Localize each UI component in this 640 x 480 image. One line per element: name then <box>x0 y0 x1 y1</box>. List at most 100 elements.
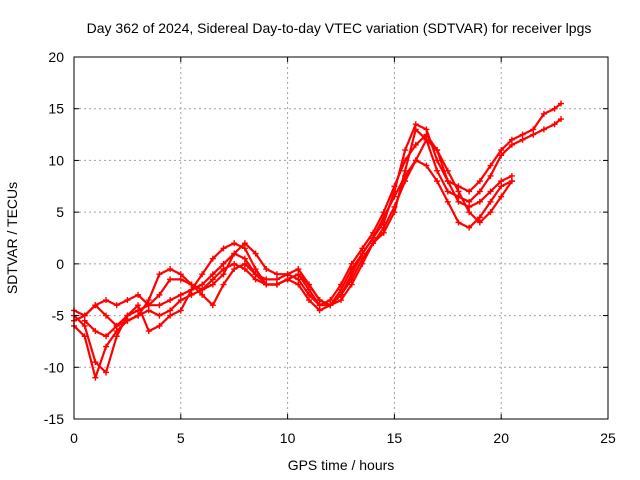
data-point <box>540 110 547 117</box>
data-point <box>316 307 323 314</box>
series-line <box>72 133 513 317</box>
data-point <box>391 203 398 210</box>
data-point <box>558 116 565 123</box>
data-point <box>558 100 565 107</box>
data-point <box>135 291 142 298</box>
data-point <box>188 281 195 288</box>
data-point <box>348 266 355 273</box>
data-point <box>444 198 451 205</box>
axis-ticks: 0 5 10 15 20 25 -15 -10 -5 0 5 10 15 20 <box>44 49 616 446</box>
data-point <box>209 276 216 283</box>
data-point <box>359 260 366 267</box>
data-point <box>316 302 323 309</box>
data-point <box>476 214 483 221</box>
data-point <box>209 255 216 262</box>
data-point <box>220 260 227 267</box>
data-point <box>498 183 505 190</box>
data-point <box>434 167 441 174</box>
data-point <box>156 322 163 329</box>
data-point <box>199 271 206 278</box>
data-point <box>231 260 238 267</box>
data-point <box>551 105 558 112</box>
data-point <box>113 333 120 340</box>
y-tick-label: 20 <box>48 49 64 65</box>
data-point <box>241 266 248 273</box>
data-point <box>434 157 441 164</box>
x-tick-label: 0 <box>70 430 78 446</box>
data-point <box>273 281 280 288</box>
y-tick-label: -15 <box>44 411 64 427</box>
data-point <box>220 271 227 278</box>
data-point <box>412 141 419 148</box>
data-point <box>370 235 377 241</box>
data-point <box>252 266 259 273</box>
data-point <box>209 302 216 309</box>
y-tick-label: 0 <box>56 256 64 272</box>
data-point <box>316 297 323 304</box>
data-point <box>188 286 195 293</box>
data-point <box>295 281 302 288</box>
series-track-4 <box>81 136 515 340</box>
data-point <box>402 167 409 174</box>
data-point <box>103 343 110 350</box>
data-series <box>71 100 565 381</box>
x-tick-label: 20 <box>493 430 509 446</box>
data-point <box>498 152 505 159</box>
data-point <box>124 312 131 319</box>
data-point <box>145 302 152 309</box>
data-point <box>135 312 142 319</box>
data-point <box>103 333 110 340</box>
grid <box>74 57 608 419</box>
data-point <box>508 172 515 179</box>
data-point <box>444 178 451 185</box>
data-point <box>81 312 88 319</box>
data-point <box>305 286 312 293</box>
data-point <box>476 188 483 195</box>
data-point <box>540 126 547 133</box>
y-tick-label: -5 <box>52 308 65 324</box>
data-point <box>519 136 526 143</box>
data-point <box>519 131 526 138</box>
data-point <box>81 317 88 324</box>
data-point <box>295 271 302 278</box>
data-point <box>305 291 312 298</box>
data-point <box>241 260 248 267</box>
data-point <box>487 162 494 169</box>
data-point <box>252 250 259 257</box>
data-point <box>412 157 419 164</box>
data-point <box>103 312 110 319</box>
data-point <box>241 245 248 252</box>
x-tick-label: 25 <box>600 430 616 446</box>
x-tick-label: 15 <box>387 430 403 446</box>
data-point <box>124 297 131 304</box>
data-point <box>241 255 248 262</box>
data-point <box>455 219 462 226</box>
x-tick-label: 10 <box>280 430 296 446</box>
data-point <box>273 271 280 278</box>
data-point <box>476 198 483 205</box>
y-tick-label: 5 <box>56 204 64 220</box>
data-point <box>124 317 131 324</box>
data-point <box>113 328 120 335</box>
data-point <box>231 240 238 247</box>
data-point <box>263 266 270 273</box>
data-point <box>487 172 494 179</box>
data-point <box>167 266 174 273</box>
data-point <box>530 131 537 138</box>
data-point <box>455 198 462 205</box>
y-axis-label: SDTVAR / TECUs <box>4 182 20 294</box>
data-point <box>487 198 494 205</box>
data-point <box>92 302 99 309</box>
data-point <box>380 214 387 221</box>
data-point <box>508 136 515 143</box>
chart-title: Day 362 of 2024, Sidereal Day-to-day VTE… <box>87 20 592 36</box>
data-point <box>263 276 270 283</box>
data-point <box>263 281 270 288</box>
data-point <box>434 178 441 185</box>
data-point <box>92 374 99 381</box>
data-point <box>220 245 227 252</box>
y-tick-label: -10 <box>44 359 64 375</box>
data-point <box>103 297 110 304</box>
data-point <box>359 245 366 252</box>
